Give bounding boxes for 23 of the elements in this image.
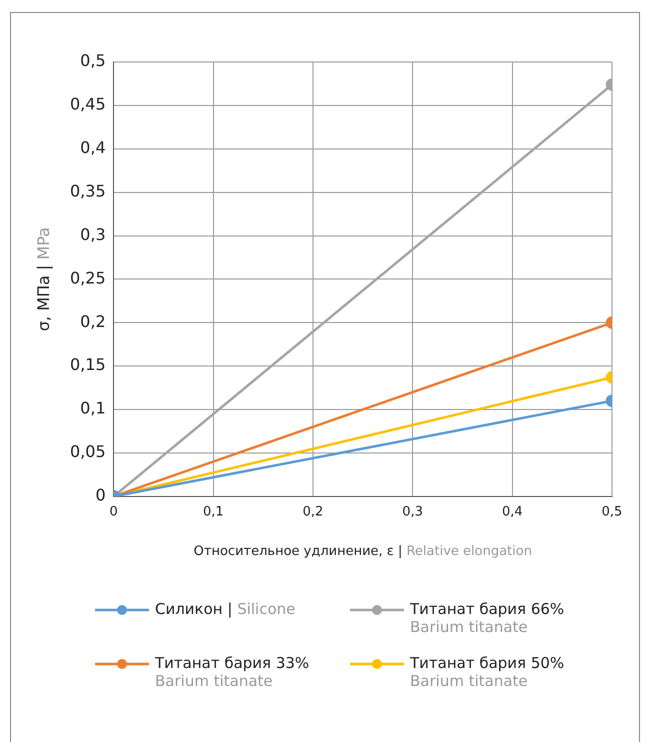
- x-tick-label: 0,4: [502, 504, 523, 520]
- legend-label: Титанат бария 66% Barium titanate: [410, 600, 564, 636]
- y-tick-label: 0,1: [80, 398, 106, 418]
- y-tick-label: 0,4: [80, 138, 106, 158]
- y-tick-label: 0,3: [80, 224, 106, 244]
- y-axis-title: σ, МПа | MPa: [34, 227, 54, 332]
- y-tick-label: 0,2: [80, 312, 106, 331]
- x-tick-label: 0,5: [602, 504, 622, 520]
- x-tick-label: 0,1: [202, 504, 224, 520]
- y-tick-label: 0,5: [80, 51, 106, 70]
- x-tick-label: 0,3: [402, 504, 423, 520]
- y-tick-label: 0,45: [70, 94, 106, 114]
- legend-label: Титанат бария 50% Barium titanate: [410, 654, 564, 690]
- y-tick-label: 0: [95, 486, 106, 505]
- y-tick-label: 0,25: [70, 268, 106, 288]
- legend-label: Титанат бария 33% Barium titanate: [155, 654, 310, 690]
- legend-label: Силикон | Silicone: [155, 600, 296, 618]
- y-tick-label: 0,15: [70, 355, 106, 374]
- y-tick-label: 0,35: [70, 181, 106, 200]
- x-tick-label: 0,2: [302, 504, 324, 520]
- y-tick-label: 0,05: [70, 442, 106, 462]
- x-tick-label: 0: [109, 504, 118, 520]
- x-axis-title: Относительное удлинение, ε | Relative elongation: [194, 544, 532, 559]
